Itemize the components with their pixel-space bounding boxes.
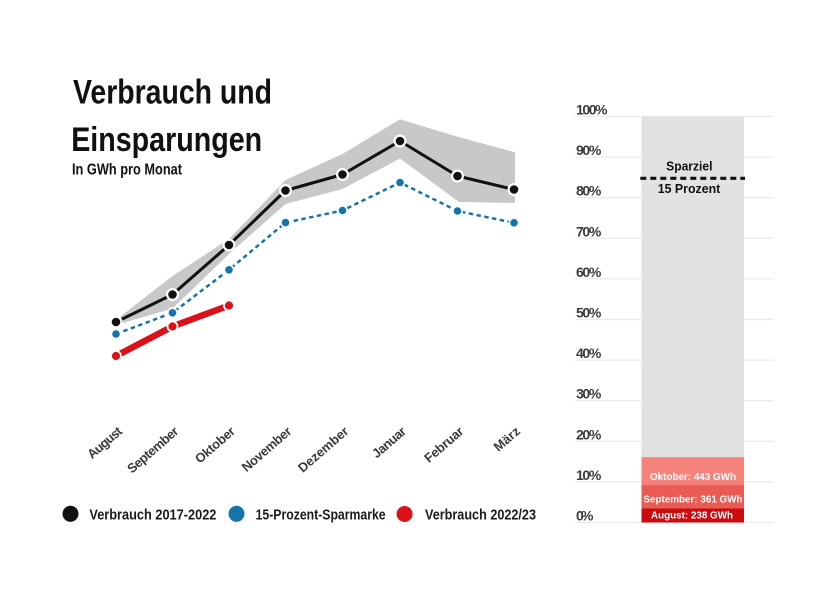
svg-text:50%: 50% — [576, 305, 602, 321]
svg-text:0%: 0% — [576, 508, 594, 524]
svg-text:15-Prozent-Sparmarke: 15-Prozent-Sparmarke — [256, 507, 386, 523]
svg-text:Sparziel: Sparziel — [666, 160, 712, 174]
svg-text:Verbrauch 2022/23: Verbrauch 2022/23 — [425, 507, 536, 523]
svg-text:100%: 100% — [576, 102, 608, 118]
svg-text:40%: 40% — [576, 345, 602, 361]
svg-text:Einsparungen: Einsparungen — [71, 121, 262, 159]
svg-text:Verbrauch 2017-2022: Verbrauch 2017-2022 — [89, 507, 216, 523]
svg-text:10%: 10% — [576, 467, 602, 483]
svg-text:Verbrauch und: Verbrauch und — [73, 74, 272, 112]
svg-text:20%: 20% — [576, 426, 602, 442]
svg-text:80%: 80% — [576, 183, 602, 199]
svg-text:In GWh pro Monat: In GWh pro Monat — [72, 162, 183, 179]
svg-text:70%: 70% — [576, 223, 602, 239]
svg-text:September: 361 GWh: September: 361 GWh — [644, 494, 743, 506]
svg-text:15 Prozent: 15 Prozent — [658, 182, 721, 196]
svg-text:30%: 30% — [576, 386, 602, 402]
svg-text:60%: 60% — [576, 264, 602, 280]
svg-text:90%: 90% — [576, 142, 602, 158]
svg-text:Oktober: 443 GWh: Oktober: 443 GWh — [650, 471, 736, 483]
svg-text:August: 238 GWh: August: 238 GWh — [651, 510, 733, 522]
